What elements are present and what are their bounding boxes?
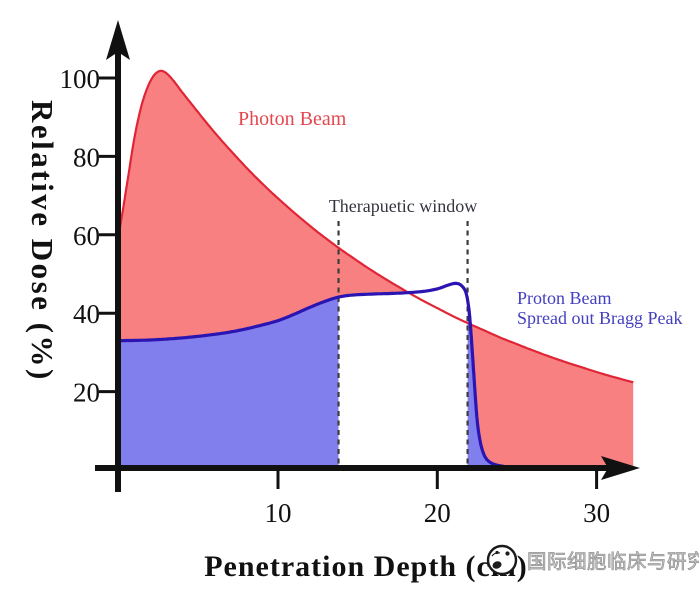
y-axis-title: Relative Dose (%) [25,100,60,382]
x-axis-title: Penetration Depth (cm) [204,550,528,583]
y-tick-label: 20 [73,378,100,408]
therapeutic-window-label: Therapuetic window [329,196,477,216]
y-tick-label: 40 [73,299,100,329]
proton-beam-area-distal [467,299,543,470]
x-tick-label: 10 [265,498,292,528]
watermark-text: 国际细胞临床与研究 [527,550,699,573]
watermark-logo-icon [486,544,518,576]
y-tick-label: 100 [60,64,101,94]
x-axis-ticks: 10 20 30 [265,468,610,528]
y-tick-label: 60 [73,221,100,251]
photon-beam-area [118,70,634,469]
proton-beam-area-proximal [118,297,339,470]
proton-beam-curve [118,281,543,470]
x-axis-arrowhead-icon [601,456,640,480]
y-axis-ticks: 20 40 60 80 100 [60,64,118,408]
axes [95,20,640,492]
proton-beam-label-line2: Spread out Bragg Peak [517,308,682,328]
y-axis-arrowhead-icon [106,20,130,60]
x-tick-label: 20 [424,498,451,528]
photon-beam-label: Photon Beam [238,108,347,130]
y-tick-label: 80 [73,142,100,172]
x-tick-label: 30 [583,498,610,528]
proton-beam-label-line1: Proton Beam [517,288,612,308]
photon-beam-curve [117,69,634,384]
watermark: 国际细胞临床与研究 [486,544,699,576]
watermark-logo-glyph [491,550,510,569]
